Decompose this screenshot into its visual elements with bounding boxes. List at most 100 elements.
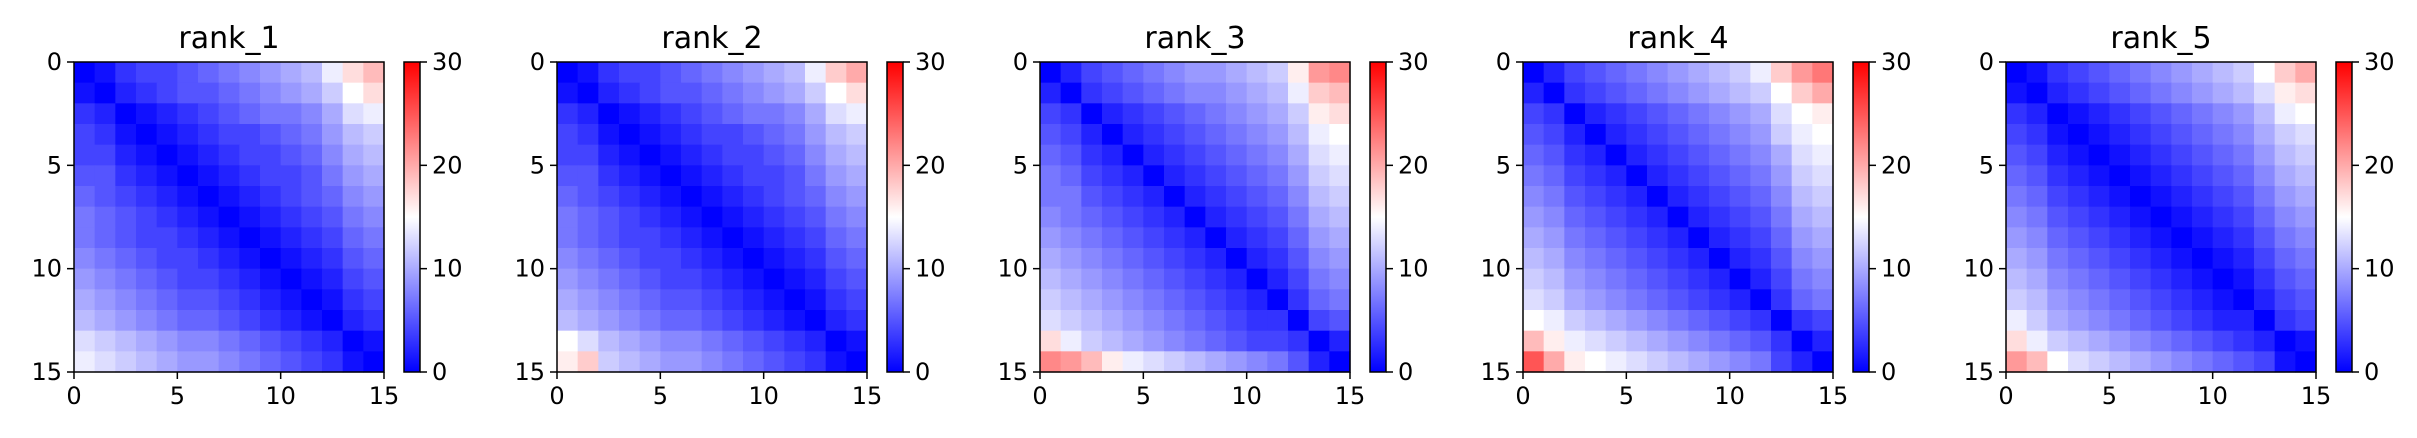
heatmap-cell — [2047, 310, 2069, 332]
heatmap-cell — [1626, 289, 1648, 311]
heatmap-cell — [363, 124, 385, 146]
heatmap-cell — [1308, 351, 1330, 373]
heatmap-cell — [1122, 268, 1144, 290]
heatmap-cell — [1308, 82, 1330, 104]
y-tick-label: 15 — [1963, 358, 1994, 386]
plot-frame — [2005, 61, 2317, 373]
heatmap-cell — [1246, 248, 1268, 270]
heatmap-cell — [619, 62, 641, 84]
heatmap-cell — [1729, 268, 1751, 290]
heatmap-cell — [1771, 186, 1793, 208]
heatmap-cell — [598, 144, 620, 166]
heatmap-cell — [1081, 227, 1103, 249]
heatmap-cell — [805, 124, 827, 146]
heatmap-cell — [2068, 248, 2090, 270]
heatmap-cell — [1102, 124, 1124, 146]
heatmap-cell — [177, 82, 199, 104]
heatmap-cell — [1040, 227, 1062, 249]
heatmap-cell — [2254, 124, 2276, 146]
heatmap-cell — [115, 310, 137, 332]
heatmap-cell — [846, 268, 868, 290]
heatmap-cell — [1523, 268, 1545, 290]
heatmap-cell — [342, 268, 364, 290]
heatmap-cell — [805, 351, 827, 373]
heatmap-cell — [136, 124, 158, 146]
heatmap-cell — [2047, 62, 2069, 84]
heatmap-cell — [94, 330, 116, 352]
heatmap-cell — [1122, 289, 1144, 311]
heatmap-cell — [115, 62, 137, 84]
heatmap-cell — [198, 351, 220, 373]
heatmap-cell — [1688, 206, 1710, 228]
heatmap-cell — [1585, 289, 1607, 311]
heatmap-cell — [239, 268, 261, 290]
heatmap-cell — [1267, 227, 1289, 249]
heatmap-cell — [1626, 248, 1648, 270]
heatmap-cell — [2274, 248, 2296, 270]
heatmap-cell — [1122, 330, 1144, 352]
heatmap-cell — [280, 144, 302, 166]
heatmap-cell — [1543, 289, 1565, 311]
heatmap-cell — [763, 351, 785, 373]
heatmap-cell — [1564, 144, 1586, 166]
heatmap-cell — [1122, 62, 1144, 84]
heatmap-cell — [2026, 144, 2048, 166]
heatmap-cell — [577, 330, 599, 352]
heatmap-cell — [342, 248, 364, 270]
heatmap-cell — [2130, 310, 2152, 332]
heatmap-cell — [660, 82, 682, 104]
heatmap-cell — [2212, 206, 2234, 228]
heatmap-cell — [260, 62, 282, 84]
heatmap-cell — [2150, 62, 2172, 84]
heatmap-cell — [1143, 62, 1165, 84]
heatmap-cell — [239, 248, 261, 270]
heatmap-cell — [2254, 330, 2276, 352]
heatmap-cell — [1750, 351, 1772, 373]
heatmap-cell — [577, 62, 599, 84]
heatmap-cell — [722, 82, 744, 104]
heatmap-cell — [1288, 103, 1310, 125]
heatmap-cell — [743, 144, 765, 166]
heatmap-cell — [1226, 82, 1248, 104]
heatmap-cell — [156, 227, 178, 249]
heatmap-cell — [1184, 165, 1206, 187]
heatmap-cell — [1750, 289, 1772, 311]
heatmap-cell — [1605, 227, 1627, 249]
heatmap-cell — [619, 103, 641, 125]
heatmap-cell — [2171, 227, 2193, 249]
heatmap-cell — [1750, 268, 1772, 290]
chart-title: rank_4 — [1627, 21, 1728, 56]
heatmap-cell — [1164, 103, 1186, 125]
heatmap-cell — [2171, 62, 2193, 84]
heatmap-cell — [2109, 103, 2131, 125]
heatmap-cell — [722, 310, 744, 332]
heatmap-cell — [115, 144, 137, 166]
heatmap-cell — [1329, 206, 1351, 228]
heatmap-cell — [1040, 186, 1062, 208]
heatmap-cell — [1750, 103, 1772, 125]
heatmap-cell — [763, 124, 785, 146]
heatmap-cell — [1812, 248, 1834, 270]
heatmap-cell — [1205, 165, 1227, 187]
heatmap-cell — [1729, 144, 1751, 166]
heatmap-cell — [322, 310, 344, 332]
heatmap-cell — [322, 103, 344, 125]
heatmap-cell — [1709, 82, 1731, 104]
heatmap-cell — [1750, 227, 1772, 249]
heatmap-cell — [825, 103, 847, 125]
heatmap-cell — [1288, 165, 1310, 187]
heatmap-cell — [2047, 82, 2069, 104]
heatmap-cell — [2026, 330, 2048, 352]
heatmap-cell — [1267, 310, 1289, 332]
heatmap-cell — [1605, 82, 1627, 104]
heatmap-cell — [722, 165, 744, 187]
heatmap-cell — [1750, 124, 1772, 146]
heatmap-cell — [1329, 82, 1351, 104]
heatmap-cell — [1523, 310, 1545, 332]
heatmap-cell — [1523, 62, 1545, 84]
heatmap-cell — [1585, 165, 1607, 187]
heatmap-cell — [363, 62, 385, 84]
heatmap-cell — [280, 310, 302, 332]
